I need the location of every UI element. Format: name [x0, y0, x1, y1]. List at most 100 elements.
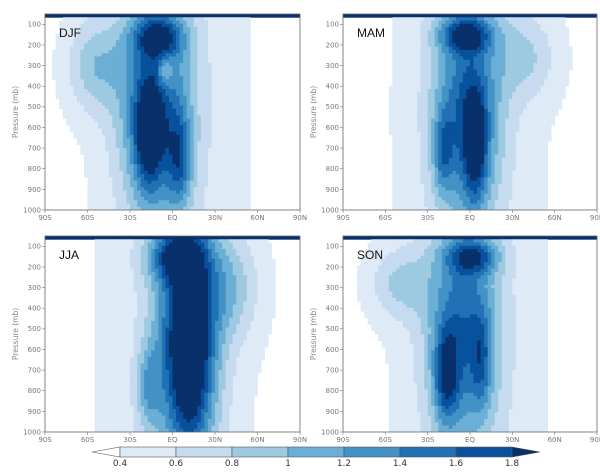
x-tick-label: 90N	[590, 436, 600, 444]
y-tick-label: 600	[326, 124, 339, 132]
y-tick-label: 800	[28, 165, 41, 173]
season-label: DJF	[59, 26, 81, 40]
colorbar-tick-label: 1.8	[505, 459, 520, 469]
y-tick-label: 500	[28, 103, 41, 111]
colorbar-tick-label: 0.4	[113, 459, 128, 469]
y-tick-label: 300	[326, 284, 339, 292]
y-tick-label: 400	[326, 83, 339, 91]
y-tick-label: 500	[326, 103, 339, 111]
y-axis-label: Pressure (mb)	[11, 308, 20, 360]
contour-field	[343, 236, 597, 432]
x-tick-label: 90N	[590, 214, 600, 222]
y-axis-label: Pressure (mb)	[11, 86, 20, 138]
y-tick-label: 100	[326, 243, 339, 251]
y-tick-label: 500	[28, 325, 41, 333]
y-tick-label: 300	[28, 62, 41, 70]
x-tick-label: 90N	[293, 214, 307, 222]
y-tick-label: 200	[326, 263, 339, 271]
x-tick-label: 30N	[208, 436, 222, 444]
x-tick-label: 30S	[123, 214, 137, 222]
colorbar-tick-label: 0.6	[169, 459, 184, 469]
contour-field	[343, 14, 597, 210]
x-tick-label: 60N	[250, 214, 264, 222]
y-tick-label: 700	[326, 367, 339, 375]
x-tick-label: 60S	[81, 436, 95, 444]
x-tick-label: 60S	[379, 214, 393, 222]
contour-field	[45, 236, 300, 432]
x-tick-label: 90S	[38, 214, 52, 222]
y-tick-label: 700	[28, 145, 41, 153]
x-tick-label: EQ	[168, 436, 178, 444]
y-tick-label: 300	[326, 62, 339, 70]
x-tick-label: 90S	[38, 436, 52, 444]
season-label: MAM	[357, 26, 385, 40]
x-tick-label: 60N	[548, 436, 562, 444]
colorbar-tick-label: 1	[285, 459, 291, 469]
x-tick-label: EQ	[465, 214, 475, 222]
y-tick-label: 100	[28, 21, 41, 29]
y-tick-label: 200	[326, 41, 339, 49]
y-tick-label: 900	[28, 408, 41, 416]
colorbar-segment	[399, 446, 457, 458]
y-tick-label: 900	[326, 408, 339, 416]
y-tick-label: 600	[326, 346, 339, 354]
x-tick-label: 90S	[336, 436, 350, 444]
colorbar-high-extension	[511, 446, 541, 458]
y-tick-label: 1000	[23, 206, 41, 214]
colorbar-tick-label: 1.4	[393, 459, 408, 469]
season-label: JJA	[59, 248, 79, 262]
x-tick-label: 90N	[293, 436, 307, 444]
x-tick-label: 30S	[123, 436, 137, 444]
colorbar-low-extension	[91, 446, 121, 458]
y-tick-label: 400	[326, 305, 339, 313]
colorbar-segment	[455, 446, 513, 458]
season-label: SON	[357, 248, 383, 262]
y-tick-label: 500	[326, 325, 339, 333]
y-tick-label: 400	[28, 83, 41, 91]
colorbar: 0.4 0.6 0.8 1 1.2 1.4 1.6 1.8	[91, 446, 541, 469]
colorbar-segment	[175, 446, 233, 458]
y-tick-label: 800	[326, 165, 339, 173]
colorbar-tick-label: 0.8	[225, 459, 240, 469]
y-tick-label: 800	[28, 387, 41, 395]
y-tick-label: 200	[28, 41, 41, 49]
colorbar-segment	[287, 446, 345, 458]
y-axis-label: Pressure (mb)	[309, 308, 318, 360]
y-tick-label: 600	[28, 346, 41, 354]
colorbar-tick-label: 1.6	[449, 459, 464, 469]
y-tick-label: 900	[28, 186, 41, 194]
y-tick-label: 600	[28, 124, 41, 132]
x-tick-label: 60N	[250, 436, 264, 444]
y-tick-label: 100	[326, 21, 339, 29]
x-tick-label: 30N	[208, 214, 222, 222]
y-tick-label: 1000	[321, 206, 339, 214]
y-axis-label: Pressure (mb)	[309, 86, 318, 138]
x-tick-label: EQ	[168, 214, 178, 222]
x-tick-label: EQ	[465, 436, 475, 444]
x-tick-label: 60S	[379, 436, 393, 444]
x-tick-label: 30S	[421, 214, 435, 222]
x-tick-label: 90S	[336, 214, 350, 222]
y-tick-label: 1000	[23, 428, 41, 436]
y-tick-label: 700	[326, 145, 339, 153]
y-tick-label: 300	[28, 284, 41, 292]
contour-field	[45, 14, 300, 210]
y-tick-label: 1000	[321, 428, 339, 436]
y-tick-label: 800	[326, 387, 339, 395]
y-tick-label: 900	[326, 186, 339, 194]
y-tick-label: 400	[28, 305, 41, 313]
y-tick-label: 700	[28, 367, 41, 375]
y-tick-label: 200	[28, 263, 41, 271]
x-tick-label: 60S	[81, 214, 95, 222]
x-tick-label: 30S	[421, 436, 435, 444]
colorbar-segment	[343, 446, 401, 458]
colorbar-segment	[231, 446, 289, 458]
y-tick-label: 100	[28, 243, 41, 251]
colorbar-segment	[119, 446, 177, 458]
x-tick-label: 60N	[548, 214, 562, 222]
